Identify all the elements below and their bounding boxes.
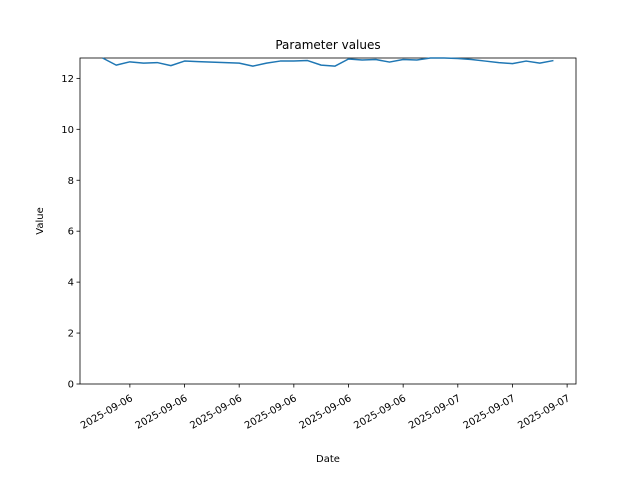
y-tick-label: 2: [68, 329, 74, 340]
x-tick-label: 2025-09-07: [462, 393, 518, 432]
x-tick-label: 2025-09-06: [352, 393, 408, 432]
y-axis-title: Value: [35, 207, 46, 234]
y-tick-label: 10: [61, 125, 74, 136]
y-tick-label: 0: [68, 380, 74, 391]
y-tick-label: 8: [68, 176, 74, 187]
series-line: [102, 57, 554, 67]
y-tick-label: 4: [68, 278, 74, 289]
x-tick-label: 2025-09-06: [79, 393, 135, 432]
plot-area: [79, 57, 577, 385]
y-axis: 0 2 4 6 8 10 12: [61, 74, 80, 391]
y-tick-label: 6: [68, 227, 74, 238]
y-tick-label: 12: [61, 74, 74, 85]
x-tick-label: 2025-09-06: [243, 393, 299, 432]
x-tick-label: 2025-09-06: [134, 393, 190, 432]
x-axis: 2025-09-062025-09-062025-09-062025-09-06…: [79, 384, 572, 432]
x-tick-label: 2025-09-07: [407, 393, 463, 432]
x-tick-label: 2025-09-06: [298, 393, 354, 432]
x-tick-label: 2025-09-07: [516, 393, 572, 432]
series-layer: [102, 57, 554, 67]
chart-title: Parameter values: [275, 38, 380, 52]
x-tick-label: 2025-09-06: [188, 393, 244, 432]
x-axis-title: Date: [316, 454, 340, 465]
